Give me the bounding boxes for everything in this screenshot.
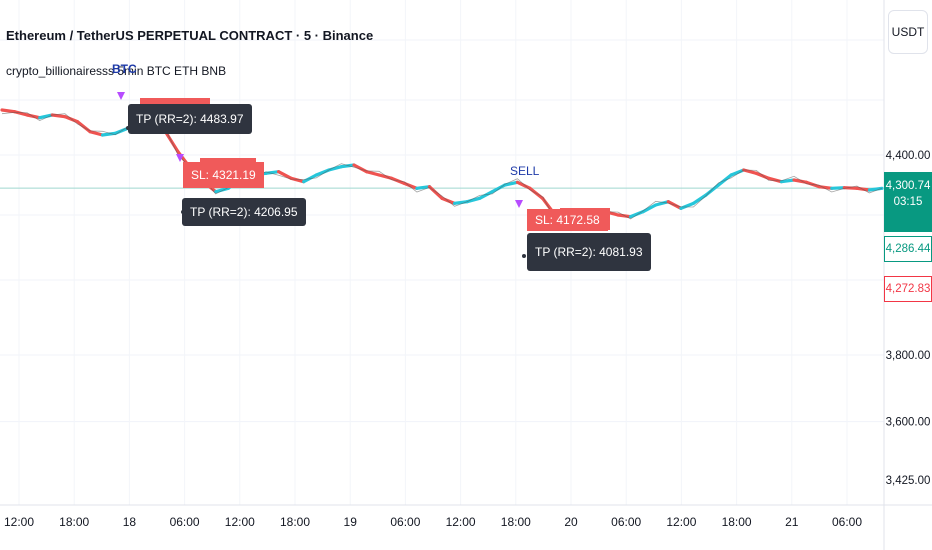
x-tick-label: 19 — [344, 515, 358, 529]
series-segment — [515, 180, 532, 190]
tp-box-3: TP (RR=2): 4081.93 — [527, 233, 651, 271]
x-tick-label: 06:00 — [611, 515, 641, 529]
x-tick-label: 18:00 — [59, 515, 89, 529]
sell-marker-icon — [176, 154, 184, 162]
last-price-tag: 4,300.74 03:15 — [884, 172, 932, 232]
series-segment — [0, 108, 17, 114]
series-segment — [817, 185, 834, 190]
x-tick-label: 12:00 — [225, 515, 255, 529]
series-segment — [691, 193, 708, 205]
y-tick-label: 3,425.00 — [886, 475, 931, 487]
sl-box-3: SL: 4172.58 — [527, 209, 608, 231]
series-segment — [779, 178, 796, 184]
series-segment — [38, 113, 54, 120]
x-tick-label: 18:00 — [722, 515, 752, 529]
tp-box-2: TP (RR=2): 4206.95 — [182, 198, 306, 226]
x-tick-label: 06:00 — [832, 515, 862, 529]
sell-marker-icon — [515, 200, 523, 208]
series-segment — [654, 200, 670, 207]
series-segment — [452, 200, 469, 205]
y-tick-label: 3,800.00 — [886, 350, 931, 362]
x-tick-label: 12:00 — [446, 515, 476, 529]
series-segment — [830, 186, 846, 190]
y-tick-label: 4,400.00 — [886, 150, 931, 162]
countdown-value: 03:15 — [893, 196, 923, 208]
x-tick-label: 12:00 — [666, 515, 696, 529]
sl-box-2: SL: 4321.19 — [183, 162, 264, 188]
x-tick-label: 18:00 — [501, 515, 531, 529]
last-price-value: 4,300.74 — [885, 180, 931, 192]
sell-marker-icon — [117, 92, 125, 100]
series-segment — [742, 168, 758, 175]
x-tick-label: 18 — [123, 515, 137, 529]
tp-box-1: TP (RR=2): 4483.97 — [128, 104, 252, 134]
sl-price-tag: 4,272.83 — [884, 276, 932, 302]
series-segment — [867, 186, 884, 192]
series-segment — [50, 113, 67, 119]
x-tick-label: 06:00 — [390, 515, 420, 529]
x-tick-label: 20 — [564, 515, 578, 529]
currency-button[interactable]: USDT — [888, 10, 928, 54]
x-tick-label: 21 — [785, 515, 799, 529]
x-tick-label: 06:00 — [170, 515, 200, 529]
series-segment — [314, 168, 331, 177]
series-segment — [503, 180, 520, 187]
indicator-legend[interactable]: crypto_billionairesss 5min BTC ETH BNB B… — [6, 62, 227, 78]
y-tick-label: 3,600.00 — [886, 417, 931, 429]
indicator-overlay-label: BTC — [112, 62, 137, 76]
indicator-label: crypto_billionairesss 5min BTC ETH BNB — [6, 64, 227, 78]
chart-title: Ethereum / TetherUS PERPETUAL CONTRACT ·… — [6, 28, 374, 43]
x-tick-label: 12:00 — [4, 515, 34, 529]
ema-price-tag: 4,286.44 — [884, 236, 932, 262]
series-segment — [377, 173, 394, 180]
series-segment — [264, 170, 281, 175]
series-segment — [402, 181, 419, 190]
x-tick-label: 18:00 — [280, 515, 310, 529]
series-segment — [88, 130, 105, 137]
sell-label: SELL — [510, 164, 540, 178]
series-segment — [792, 178, 809, 184]
series-segment — [100, 131, 117, 137]
series-segment — [276, 170, 293, 180]
anchor-dot — [522, 254, 526, 258]
series-segment — [465, 196, 482, 204]
series-segment — [415, 185, 432, 190]
series-segment — [679, 201, 696, 210]
series-segment — [641, 203, 658, 214]
series-segment — [364, 170, 381, 177]
series-segment — [327, 165, 344, 172]
